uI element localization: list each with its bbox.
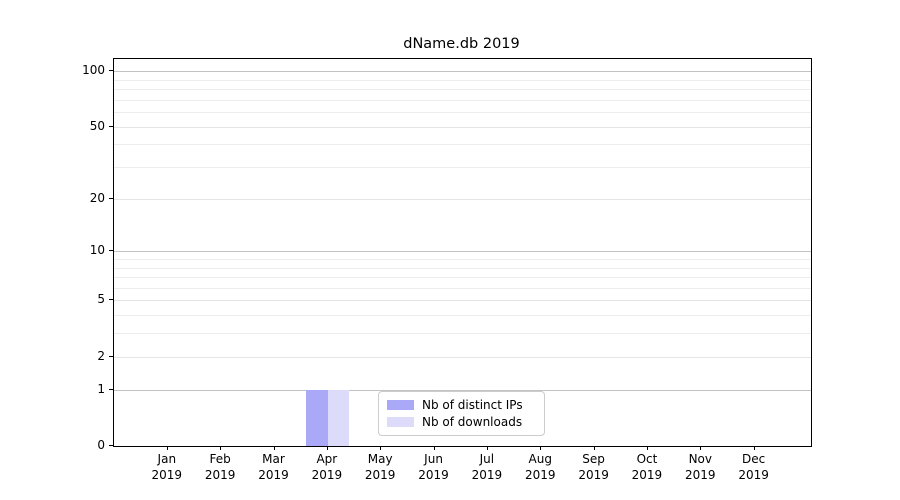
y-tick-mark bbox=[109, 445, 113, 446]
gridline-5 bbox=[114, 300, 811, 302]
y-tick-mark bbox=[109, 355, 113, 357]
y-tick-mark bbox=[109, 299, 113, 301]
gridline-1 bbox=[114, 389, 811, 391]
bar-nb-of-downloads bbox=[327, 389, 350, 446]
x-tick-label: Dec 2019 bbox=[738, 452, 769, 482]
gridline-minor bbox=[114, 79, 811, 81]
x-tick-label: May 2019 bbox=[364, 452, 396, 482]
x-tick-mark bbox=[700, 446, 702, 450]
legend-item-downloads: Nb of downloads bbox=[387, 415, 536, 429]
y-tick-label: 2 bbox=[97, 348, 105, 363]
y-tick-mark bbox=[109, 197, 113, 199]
x-tick-label: Jul 2019 bbox=[471, 452, 503, 482]
gridline-20 bbox=[114, 198, 811, 200]
x-tick-label: Jun 2019 bbox=[418, 452, 449, 482]
legend-label-distinct-ips: Nb of distinct IPs bbox=[422, 397, 523, 412]
x-tick-mark bbox=[646, 446, 648, 450]
gridline-2 bbox=[114, 356, 811, 358]
x-tick-label: Jan 2019 bbox=[151, 452, 183, 482]
legend-item-distinct-ips: Nb of distinct IPs bbox=[387, 398, 536, 412]
gridline-minor bbox=[114, 267, 811, 269]
y-tick-label: 20 bbox=[89, 190, 105, 205]
gridline-minor bbox=[114, 167, 811, 169]
x-tick-mark bbox=[273, 446, 275, 450]
y-tick-label: 50 bbox=[89, 118, 105, 133]
legend-swatch-downloads bbox=[387, 417, 414, 428]
gridline-minor bbox=[114, 287, 811, 289]
y-tick-mark bbox=[109, 125, 113, 127]
y-tick-mark bbox=[109, 388, 113, 390]
x-tick-label: Mar 2019 bbox=[258, 452, 289, 482]
gridline-100 bbox=[114, 71, 811, 73]
gridline-minor bbox=[114, 333, 811, 335]
x-tick-label: Sep 2019 bbox=[578, 452, 609, 482]
x-tick-mark bbox=[486, 446, 488, 450]
gridline-minor bbox=[114, 144, 811, 146]
legend-label-downloads: Nb of downloads bbox=[422, 415, 523, 430]
y-tick-label: 0 bbox=[97, 438, 105, 452]
gridline-minor bbox=[114, 259, 811, 260]
x-tick-label: Oct 2019 bbox=[631, 452, 663, 482]
x-tick-mark bbox=[326, 446, 328, 450]
x-tick-mark bbox=[220, 446, 222, 450]
gridline-minor bbox=[114, 277, 811, 279]
x-tick-label: Feb 2019 bbox=[204, 452, 236, 482]
gridline-10 bbox=[114, 251, 811, 253]
gridline-minor bbox=[114, 315, 811, 317]
y-tick-label: 5 bbox=[97, 292, 105, 307]
gridline-minor bbox=[114, 112, 811, 114]
plot-area bbox=[113, 58, 812, 447]
x-tick-mark bbox=[433, 446, 435, 450]
y-tick-mark bbox=[109, 250, 113, 252]
y-tick-label: 1 bbox=[97, 381, 105, 396]
x-tick-label: Nov 2019 bbox=[685, 452, 716, 482]
x-tick-mark bbox=[753, 446, 755, 450]
x-tick-mark bbox=[593, 446, 595, 450]
x-tick-label: Apr 2019 bbox=[311, 452, 343, 482]
y-tick-label: 10 bbox=[89, 243, 105, 258]
legend: Nb of distinct IPs Nb of downloads bbox=[378, 391, 545, 436]
x-tick-mark bbox=[540, 446, 542, 450]
gridline-minor bbox=[114, 99, 811, 101]
y-tick-mark bbox=[109, 70, 113, 72]
gridline-50 bbox=[114, 126, 811, 128]
legend-swatch-distinct-ips bbox=[387, 399, 414, 410]
y-tick-label: 100 bbox=[82, 63, 105, 78]
bar-nb-of-distinct-ips bbox=[306, 389, 328, 446]
x-tick-label: Aug 2019 bbox=[524, 452, 556, 482]
chart-title: dName.db 2019 bbox=[403, 36, 520, 52]
x-tick-mark bbox=[380, 446, 382, 450]
x-tick-mark bbox=[166, 446, 168, 450]
gridline-minor bbox=[114, 89, 811, 91]
